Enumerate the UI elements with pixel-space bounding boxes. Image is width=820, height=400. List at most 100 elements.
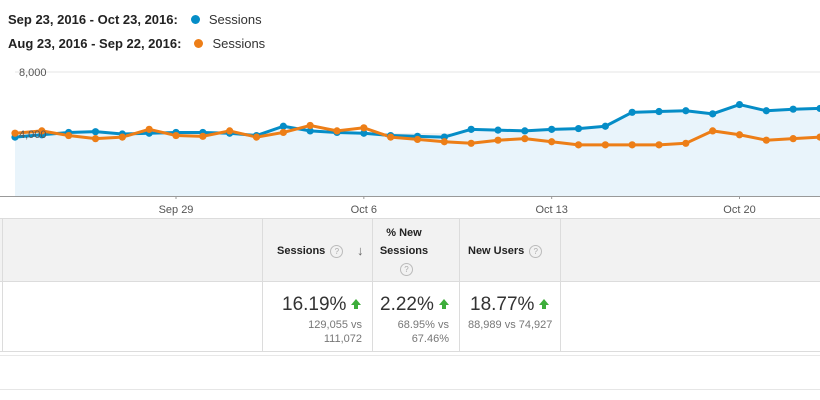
legend-series-label: Sessions: [208, 12, 262, 27]
data-point: [655, 141, 663, 149]
legend-previous-period: Aug 23, 2016 - Sep 22, 2016: Sessions: [8, 36, 265, 51]
column-divider: [459, 218, 460, 352]
trend-up-icon: [539, 299, 549, 305]
sessions-comparison: 129,055 vs 111,072: [262, 318, 362, 346]
data-point: [601, 122, 609, 130]
data-point: [226, 127, 234, 135]
legend-current-period: Sep 23, 2016 - Oct 23, 2016: Sessions: [8, 12, 262, 27]
column-header-new-sessions[interactable]: % New Sessions ?: [373, 219, 459, 283]
data-point: [655, 107, 663, 116]
comparison-line: 67.46%: [411, 333, 449, 345]
column-divider: [372, 218, 373, 352]
data-point: [306, 127, 314, 135]
data-point: [279, 128, 287, 137]
column-divider: [560, 218, 561, 352]
data-point: [145, 125, 153, 133]
data-point: [387, 133, 395, 141]
data-point: [816, 133, 820, 141]
data-point: [306, 121, 314, 130]
data-point: [521, 127, 529, 135]
new-sessions-cell: 2.22% 68.95% vs 67.46%: [373, 282, 459, 352]
legend-series-label: Sessions: [212, 36, 266, 51]
data-point: [360, 129, 368, 137]
comparison-line: 88,989 vs 74,927: [468, 319, 553, 331]
new-users-cell: 18.77% 88,989 vs 74,927: [460, 282, 560, 352]
column-divider: [262, 218, 263, 352]
y-tick-label: 4,000: [19, 129, 47, 141]
trend-up-icon-stem: [542, 305, 546, 309]
new-sessions-comparison: 68.95% vs 67.46%: [373, 318, 449, 346]
column-header-new-users[interactable]: New Users ?: [460, 219, 560, 283]
legend-range-label: Aug 23, 2016 - Sep 22, 2016:: [8, 36, 182, 51]
legend-range-label: Sep 23, 2016 - Oct 23, 2016:: [8, 12, 178, 27]
data-point: [628, 141, 636, 149]
legend-marker-orange: [194, 39, 204, 48]
divider: [0, 355, 820, 356]
data-point: [548, 125, 556, 133]
data-point: [735, 100, 744, 109]
series-area-fill: [15, 104, 820, 196]
x-tick-label: Oct 13: [535, 204, 567, 216]
help-icon[interactable]: ?: [330, 244, 344, 258]
column-header-sessions[interactable]: Sessions ? ↓: [262, 219, 372, 283]
trend-up-icon: [439, 299, 449, 305]
help-icon[interactable]: ?: [529, 244, 543, 258]
data-point: [601, 141, 609, 149]
data-point: [548, 138, 556, 146]
data-point: [494, 126, 502, 134]
data-point: [467, 139, 475, 147]
comparison-line: 111,072: [323, 333, 362, 345]
data-point: [816, 104, 820, 113]
x-tick-label: Sep 29: [159, 204, 194, 216]
y-tick-label: 8,000: [19, 67, 47, 79]
data-point: [574, 141, 583, 149]
data-point: [682, 139, 690, 147]
data-point: [709, 110, 717, 118]
x-tick-label: Oct 20: [723, 204, 755, 216]
data-point: [709, 127, 717, 135]
data-point: [574, 124, 583, 133]
data-point: [360, 124, 368, 132]
data-point: [91, 128, 100, 136]
data-point: [494, 136, 502, 144]
help-icon[interactable]: ?: [400, 263, 413, 276]
data-point: [252, 133, 261, 141]
sessions-line-chart[interactable]: 8,000 4,000 Sep 29 Oct 6 Oct 13 Oct 20: [0, 62, 820, 220]
comparison-line: 68.95% vs: [397, 319, 449, 331]
data-point: [467, 125, 475, 133]
data-point: [521, 135, 529, 143]
table-row: 16.19% 129,055 vs 111,072 2.22% 68.95% v…: [0, 282, 820, 352]
data-point: [118, 133, 126, 141]
data-point: [413, 135, 422, 144]
data-point: [735, 131, 744, 139]
data-point: [91, 135, 100, 143]
comparison-line: 129,055 vs: [308, 319, 362, 331]
data-point: [440, 138, 448, 146]
data-point: [789, 105, 797, 113]
data-point: [38, 127, 46, 135]
data-point: [762, 136, 770, 144]
new-users-comparison: 88,989 vs 74,927: [468, 318, 560, 332]
sessions-cell: 16.19% 129,055 vs 111,072: [262, 282, 372, 352]
data-point: [682, 107, 690, 115]
data-point: [65, 131, 73, 140]
sessions-change-percent: 16.19%: [282, 294, 347, 315]
legend-marker-blue: [190, 15, 200, 24]
data-point: [199, 132, 207, 140]
new-sessions-change-percent: 2.22%: [380, 294, 434, 315]
data-point: [172, 131, 180, 140]
data-point: [628, 108, 636, 116]
data-point: [789, 135, 797, 143]
sort-descending-icon[interactable]: ↓: [357, 243, 364, 258]
column-header-label: Sessions: [277, 245, 326, 257]
data-point: [762, 107, 770, 115]
table-header-row: Sessions ? ↓ % New Sessions ? New Users …: [0, 218, 820, 282]
new-users-change-percent: 18.77%: [470, 294, 535, 315]
data-point: [279, 122, 287, 130]
trend-up-icon: [351, 299, 361, 305]
column-divider: [2, 218, 3, 352]
x-tick-label: Oct 6: [351, 204, 377, 216]
data-point: [333, 127, 341, 135]
divider: [0, 389, 820, 390]
trend-up-icon-stem: [442, 305, 446, 309]
